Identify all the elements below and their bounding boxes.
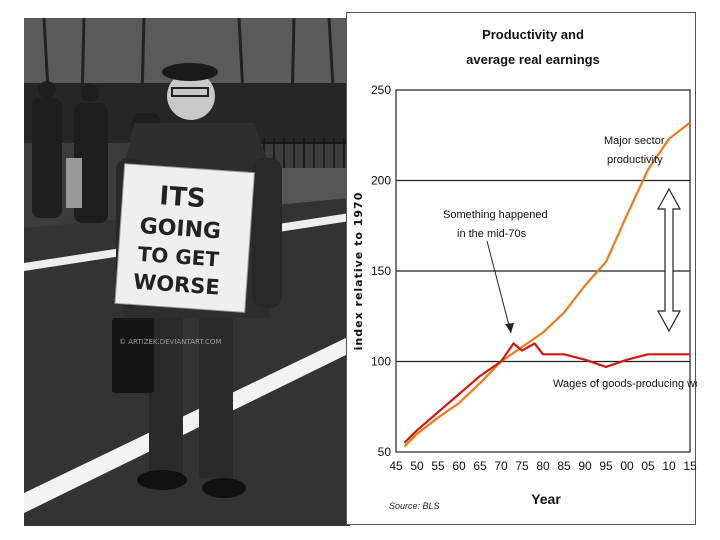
x-tick-label: 15	[683, 459, 697, 473]
annotation-line-1: Something happened	[443, 209, 548, 221]
sign-line-1: ITS	[158, 181, 206, 214]
x-tick-label: 85	[557, 459, 571, 473]
chart-source: Source: BLS	[389, 501, 440, 511]
y-tick-label: 250	[371, 83, 391, 97]
photo-watermark: © ARTIZEK.DEVIANTART.COM	[119, 338, 221, 346]
productivity-series-line	[403, 121, 691, 448]
x-tick-label: 70	[494, 459, 508, 473]
y-tick-labels: 50 100 150 200 250	[371, 83, 391, 459]
x-tick-label: 05	[641, 459, 655, 473]
x-tick-label: 55	[431, 459, 445, 473]
gap-double-arrow-icon	[656, 187, 682, 333]
y-tick-label: 200	[371, 174, 391, 188]
y-tick-label: 100	[371, 355, 391, 369]
x-tick-label: 75	[515, 459, 529, 473]
annotation-line-2: in the mid-70s	[457, 228, 527, 240]
protester-photo-art: ITS GOING TO GET WORSE © ARTIZEK.DEVIANT…	[24, 18, 350, 526]
chart-title-line-1: Productivity and	[482, 27, 584, 42]
x-tick-labels: 45 50 55 60 65 70 75 80 85 90 95 00 05 10 15	[389, 459, 697, 473]
chart-title-line-2: average real earnings	[466, 52, 600, 67]
y-tick-label: 50	[378, 445, 392, 459]
sign-line-3: TO GET	[137, 242, 220, 272]
x-tick-label: 60	[452, 459, 466, 473]
grid-lines	[396, 179, 690, 363]
wages-label: Wages of goods-producing workers	[553, 378, 697, 390]
chart-panel: Productivity and average real earnings 5…	[346, 12, 697, 525]
annotation-arrowhead	[505, 323, 514, 333]
x-tick-label: 90	[578, 459, 592, 473]
x-tick-label: 80	[536, 459, 550, 473]
productivity-label-line-2: productivity	[607, 154, 663, 166]
wages-series-line	[403, 342, 690, 444]
x-tick-label: 45	[389, 459, 403, 473]
x-tick-label: 95	[599, 459, 613, 473]
x-tick-label: 50	[410, 459, 424, 473]
y-tick-label: 150	[371, 264, 391, 278]
protester-photo: ITS GOING TO GET WORSE © ARTIZEK.DEVIANT…	[24, 18, 350, 526]
line-chart: Productivity and average real earnings 5…	[352, 27, 697, 511]
x-tick-label: 65	[473, 459, 487, 473]
productivity-label-line-1: Major sector	[604, 135, 665, 147]
y-axis-label: index relative to 1970	[352, 192, 365, 351]
x-axis-label: Year	[531, 491, 561, 507]
sign-line-2: GOING	[139, 214, 222, 245]
x-tick-label: 10	[662, 459, 676, 473]
annotation-arrow	[486, 240, 512, 334]
x-tick-label: 00	[620, 459, 634, 473]
series-lines	[403, 121, 691, 448]
